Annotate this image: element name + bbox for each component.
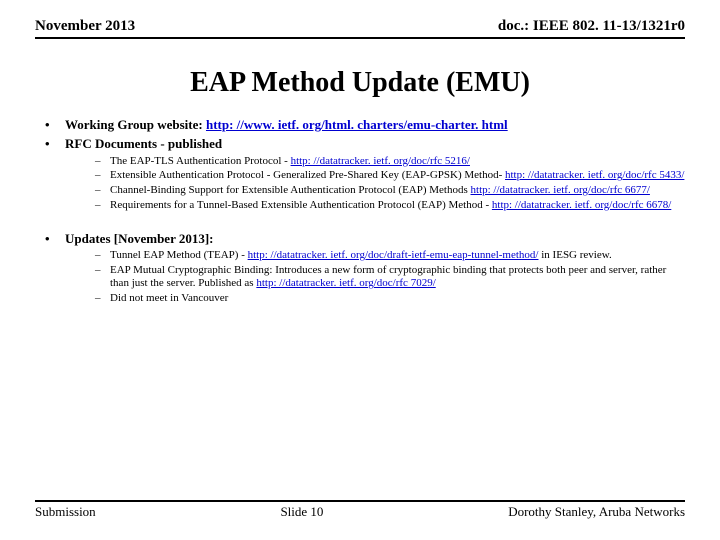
- update-item: Tunnel EAP Method (TEAP) - http: //datat…: [65, 249, 685, 263]
- page-title: EAP Method Update (EMU): [0, 67, 720, 99]
- footer-center: Slide 10: [280, 504, 323, 520]
- header-underline: [35, 37, 685, 39]
- rfc-item: Extensible Authentication Protocol - Gen…: [65, 169, 685, 183]
- update-link[interactable]: http: //datatracker. ietf. org/doc/rfc 7…: [256, 277, 435, 289]
- header-date: November 2013: [35, 18, 135, 35]
- rfc-item: Requirements for a Tunnel-Based Extensib…: [65, 199, 685, 213]
- rfc-item: The EAP-TLS Authentication Protocol - ht…: [65, 155, 685, 169]
- update-item: Did not meet in Vancouver: [65, 292, 685, 306]
- website-label: Working Group website:: [65, 117, 206, 132]
- rfc-item: Channel-Binding Support for Extensible A…: [65, 184, 685, 198]
- content-area: Working Group website: http: //www. ietf…: [0, 117, 720, 306]
- footer-divider: [35, 500, 685, 502]
- bullet-website: Working Group website: http: //www. ietf…: [35, 117, 685, 133]
- updates-label: Updates [November 2013]:: [65, 231, 214, 246]
- bullet-updates: Updates [November 2013]: Tunnel EAP Meth…: [35, 231, 685, 306]
- update-link[interactable]: http: //datatracker. ietf. org/doc/draft…: [248, 249, 539, 261]
- header-doc-id: doc.: IEEE 802. 11-13/1321r0: [498, 18, 685, 35]
- header: November 2013 doc.: IEEE 802. 11-13/1321…: [0, 0, 720, 37]
- rfc-link[interactable]: http: //datatracker. ietf. org/doc/rfc 6…: [492, 199, 671, 211]
- website-link[interactable]: http: //www. ietf. org/html. charters/em…: [206, 117, 508, 132]
- rfc-link[interactable]: http: //datatracker. ietf. org/doc/rfc 5…: [505, 169, 684, 181]
- bullet-rfc: RFC Documents - published The EAP-TLS Au…: [35, 136, 685, 212]
- rfc-link[interactable]: http: //datatracker. ietf. org/doc/rfc 5…: [291, 155, 470, 167]
- footer: Submission Slide 10 Dorothy Stanley, Aru…: [35, 500, 685, 520]
- rfc-label: RFC Documents - published: [65, 136, 222, 151]
- footer-left: Submission: [35, 504, 96, 520]
- update-item: EAP Mutual Cryptographic Binding: Introd…: [65, 264, 685, 292]
- footer-right: Dorothy Stanley, Aruba Networks: [508, 504, 685, 520]
- rfc-link[interactable]: http: //datatracker. ietf. org/doc/rfc 6…: [471, 184, 650, 196]
